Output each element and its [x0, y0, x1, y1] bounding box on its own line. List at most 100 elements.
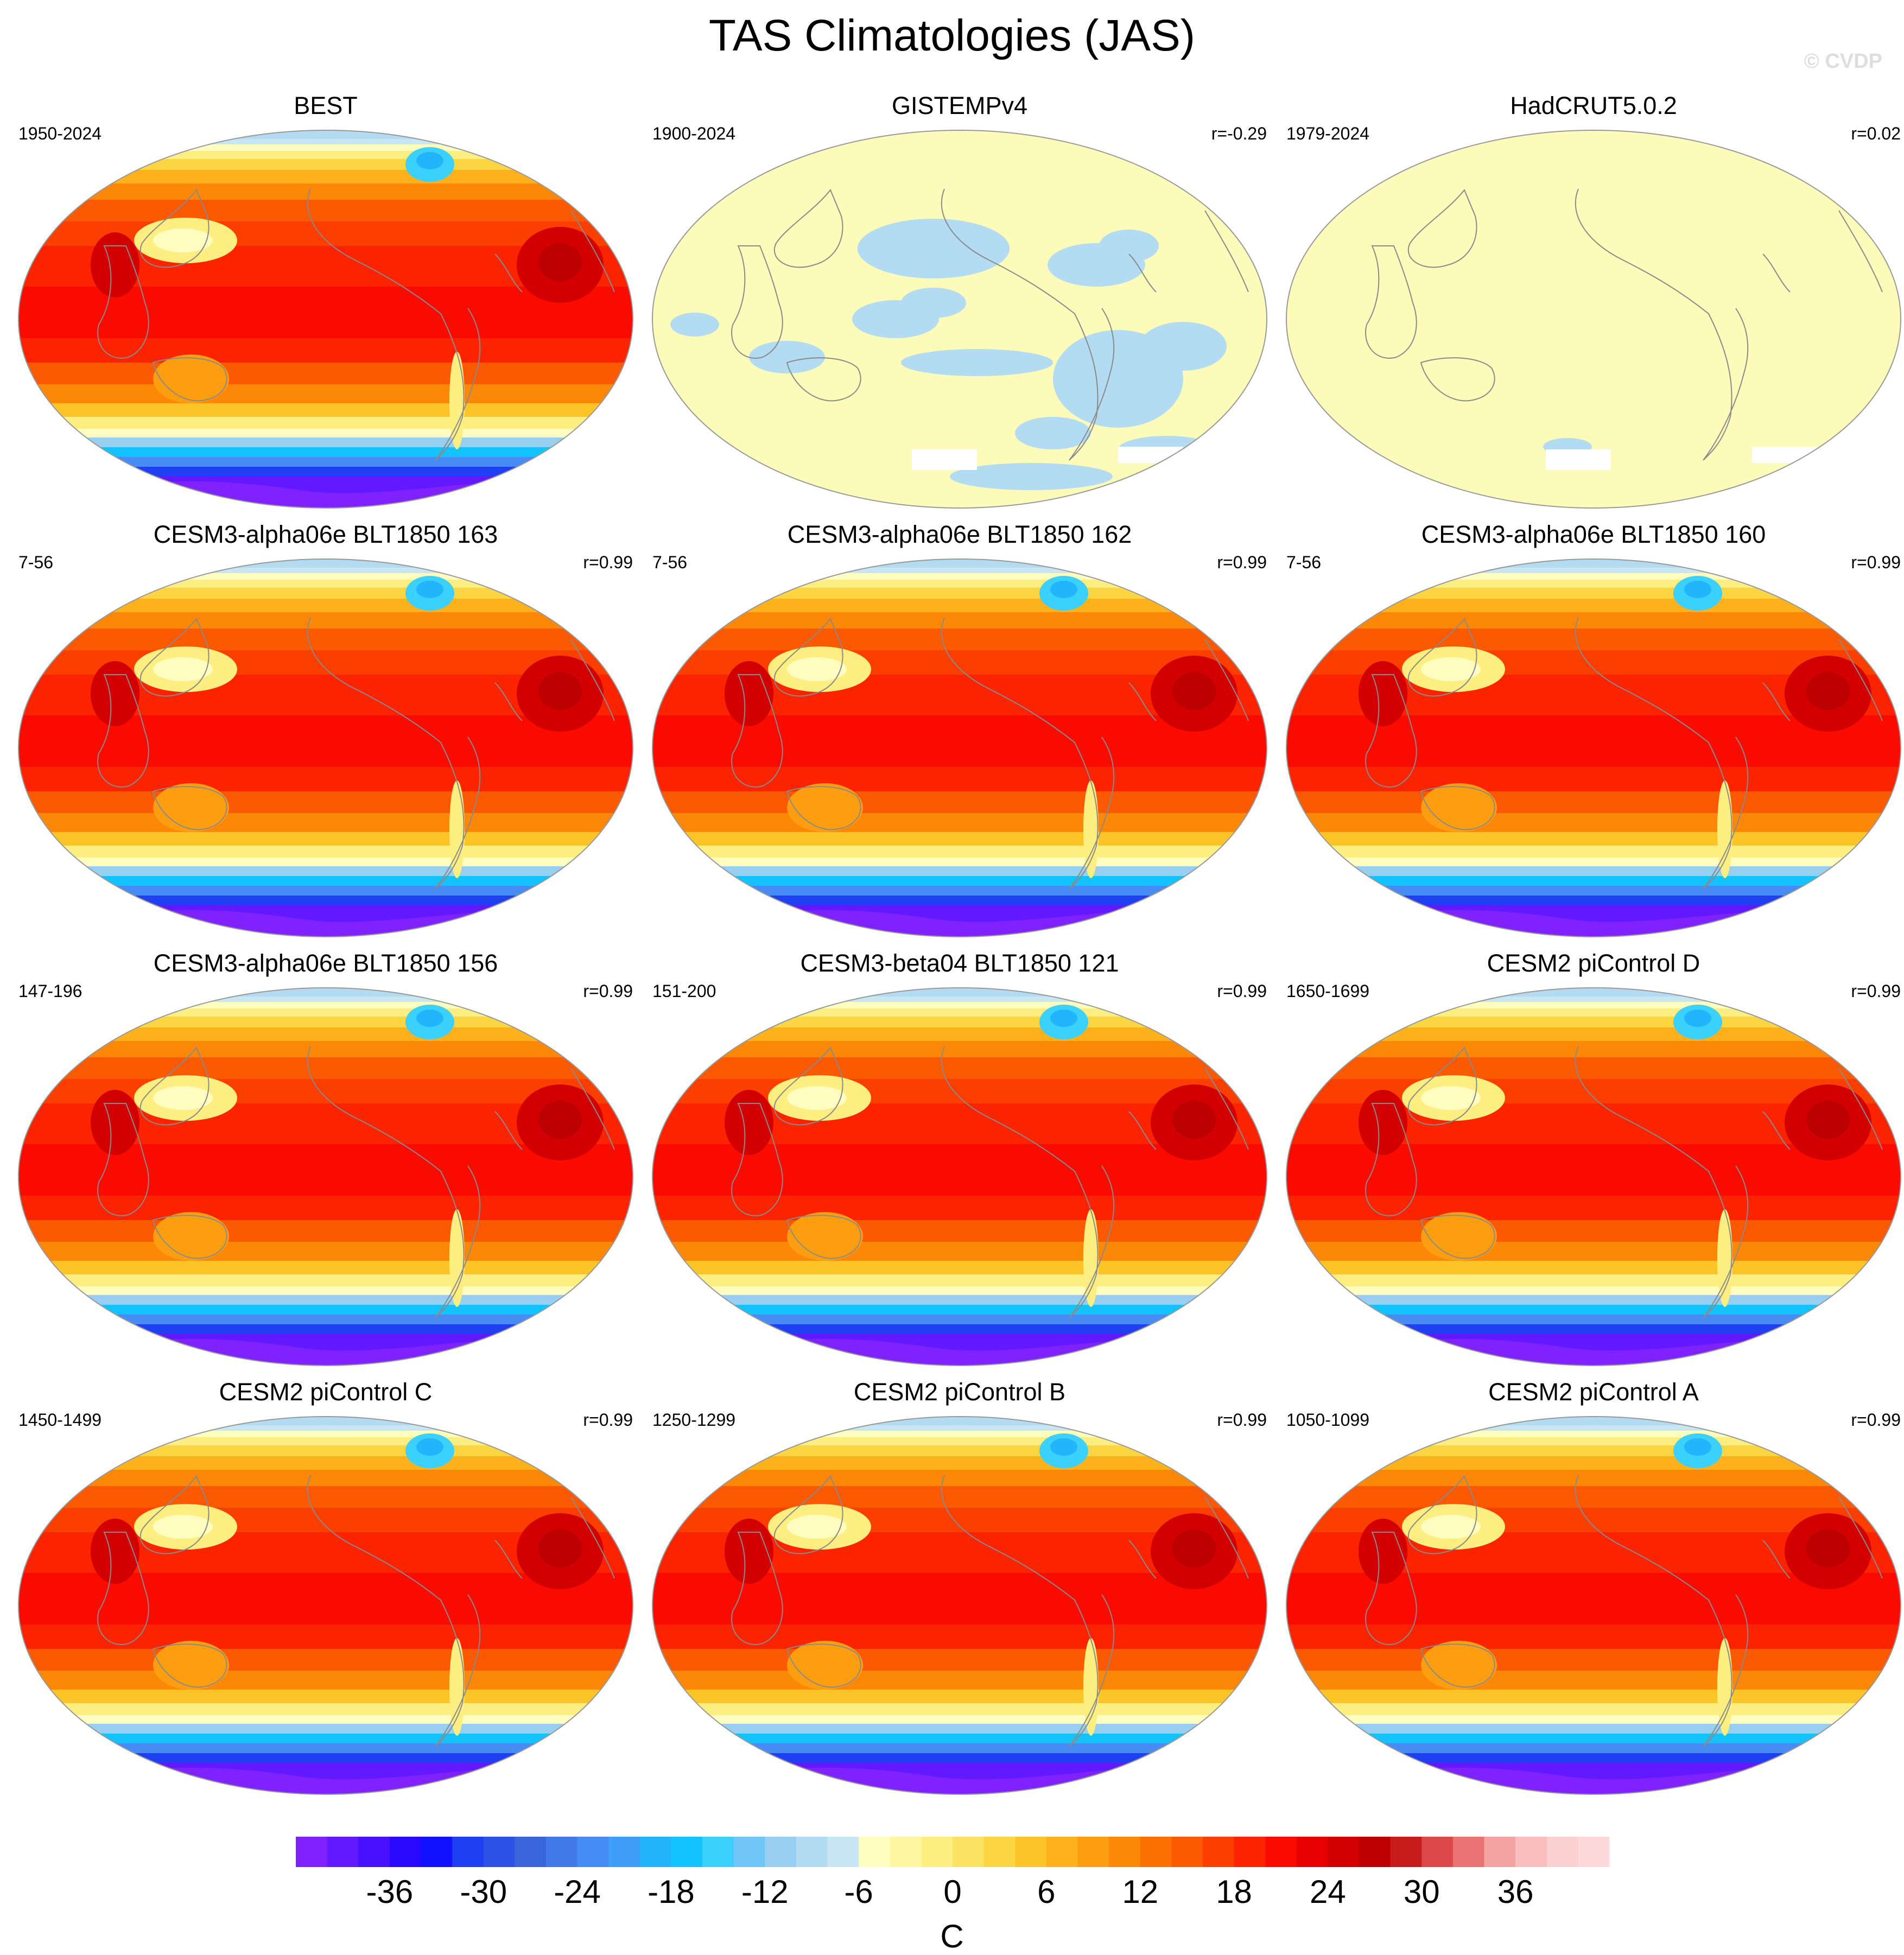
colorbar-swatch: [953, 1837, 985, 1867]
map-outline: [652, 130, 1267, 509]
panel-correlation: r=0.99: [1851, 553, 1901, 572]
colorbar-swatch: [859, 1837, 891, 1867]
colorbar-swatch: [327, 1837, 359, 1867]
colorbar-swatch: [1296, 1837, 1328, 1867]
coastline: [494, 1111, 523, 1150]
coastline: [139, 618, 210, 697]
colorbar-swatch: [1328, 1837, 1360, 1867]
map-outline: [18, 558, 633, 937]
colorbar-swatch: [1452, 1837, 1485, 1867]
figure-title: TAS Climatologies (JAS): [708, 11, 1196, 60]
colorbar-swatch: [765, 1837, 797, 1867]
colorbar-swatch: [1202, 1837, 1235, 1867]
coastline: [1838, 639, 1883, 721]
colorbar-swatch: [1515, 1837, 1547, 1867]
coastline: [1204, 639, 1249, 721]
colorbar-swatch: [1546, 1837, 1578, 1867]
world-map-climatology: [18, 1416, 633, 1795]
map-panel: BEST 1950-2024: [9, 91, 643, 520]
colorbar-swatch: [827, 1837, 859, 1867]
map-panel: HadCRUT5.0.2 1979-2024 r=0.02: [1277, 91, 1904, 520]
map-outline: [18, 130, 633, 509]
coastline: [1575, 1046, 1749, 1318]
coastline: [1128, 1540, 1157, 1579]
coastline: [307, 1475, 481, 1747]
panel-title: CESM3-alpha06e BLT1850 163: [153, 521, 498, 548]
coastline: [570, 639, 615, 721]
coastline: [97, 245, 149, 359]
panel-correlation: r=0.02: [1851, 124, 1901, 143]
map-outline: [18, 987, 633, 1366]
colorbar-swatch: [608, 1837, 640, 1867]
panel-period: 1650-1699: [1286, 981, 1370, 1001]
map-panel: CESM3-alpha06e BLT1850 156 147-196 r=0.99: [9, 949, 643, 1378]
coastline: [773, 1475, 843, 1554]
map-panel: CESM2 piControl A 1050-1099 r=0.99: [1277, 1378, 1904, 1806]
coastline: [152, 1643, 227, 1688]
coastline: [1128, 1111, 1157, 1150]
panel-correlation: r=-0.29: [1211, 124, 1267, 143]
panel-title: CESM2 piControl C: [219, 1378, 433, 1406]
coastline: [786, 1215, 861, 1259]
coastline: [1420, 1215, 1495, 1259]
panel-title: GISTEMPv4: [891, 92, 1028, 119]
panel-title: CESM3-alpha06e BLT1850 156: [153, 949, 498, 977]
colorbar-swatch: [1140, 1837, 1172, 1867]
coastline: [494, 1540, 523, 1579]
world-map-climatology: [652, 1416, 1267, 1795]
coastline: [786, 786, 861, 830]
colorbar-swatch: [296, 1837, 328, 1867]
coastline: [731, 245, 783, 359]
coastline: [97, 1103, 149, 1216]
coastline: [1365, 674, 1417, 788]
colorbar-swatch: [483, 1837, 515, 1867]
world-map-climatology: [652, 558, 1267, 937]
coastline: [570, 1496, 615, 1579]
coastline: [731, 1103, 783, 1216]
map-outline: [1286, 1416, 1901, 1795]
coastline: [1407, 189, 1477, 268]
colorbar-tick-label: -36: [366, 1874, 413, 1910]
colorbar-swatch: [1421, 1837, 1454, 1867]
colorbar-swatch: [389, 1837, 421, 1867]
coastline: [97, 1532, 149, 1645]
map-panel: CESM3-alpha06e BLT1850 162 7-56 r=0.99: [643, 520, 1277, 949]
panel-title: CESM3-beta04 BLT1850 121: [800, 949, 1119, 977]
colorbar-swatch: [1578, 1837, 1609, 1867]
colorbar-tick-label: -6: [844, 1874, 873, 1910]
coastline: [1407, 1046, 1477, 1126]
colorbar-swatch: [890, 1837, 922, 1867]
coastline: [1128, 253, 1157, 293]
map-panel: CESM3-beta04 BLT1850 121 151-200 r=0.99: [643, 949, 1277, 1378]
panel-correlation: r=0.99: [1217, 981, 1267, 1001]
colorbar-swatch: [1015, 1837, 1047, 1867]
coastline: [773, 1046, 843, 1126]
colorbar-swatch: [796, 1837, 828, 1867]
coastline: [570, 210, 615, 293]
panel-period: 7-56: [652, 553, 688, 572]
coastline: [1420, 786, 1495, 830]
map-outline: [652, 987, 1267, 1366]
world-map-climatology: [1286, 1416, 1901, 1795]
world-map-climatology: [18, 558, 633, 937]
panel-correlation: r=0.99: [1217, 553, 1267, 572]
coastline: [731, 674, 783, 788]
colorbar-tick-label: 36: [1497, 1874, 1534, 1910]
coastline: [152, 357, 227, 402]
panel-correlation: r=0.99: [583, 981, 633, 1001]
coastline: [139, 1046, 210, 1126]
colorbar-swatch: [1359, 1837, 1391, 1867]
colorbar-swatch: [452, 1837, 484, 1867]
coastline: [307, 617, 481, 890]
colorbar-swatch: [1171, 1837, 1203, 1867]
colorbar-swatch: [671, 1837, 703, 1867]
colorbar-tick-label: 0: [943, 1874, 961, 1910]
panel-period: 151-200: [652, 981, 716, 1001]
map-panel: CESM3-alpha06e BLT1850 163 7-56 r=0.99: [9, 520, 643, 949]
coastline: [1365, 245, 1417, 359]
coastline: [941, 1046, 1115, 1318]
coastline: [1204, 1496, 1249, 1579]
map-outline: [1286, 987, 1901, 1366]
panel-correlation: r=0.99: [583, 1410, 633, 1430]
coastline: [1407, 618, 1477, 697]
